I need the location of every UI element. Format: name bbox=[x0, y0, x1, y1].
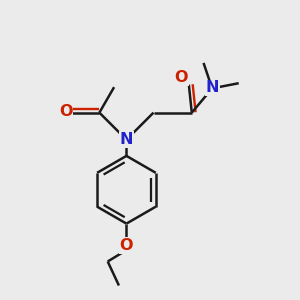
Text: O: O bbox=[120, 238, 133, 253]
Text: N: N bbox=[120, 132, 133, 147]
Text: O: O bbox=[175, 70, 188, 85]
Text: O: O bbox=[59, 104, 72, 119]
Text: N: N bbox=[206, 80, 219, 95]
